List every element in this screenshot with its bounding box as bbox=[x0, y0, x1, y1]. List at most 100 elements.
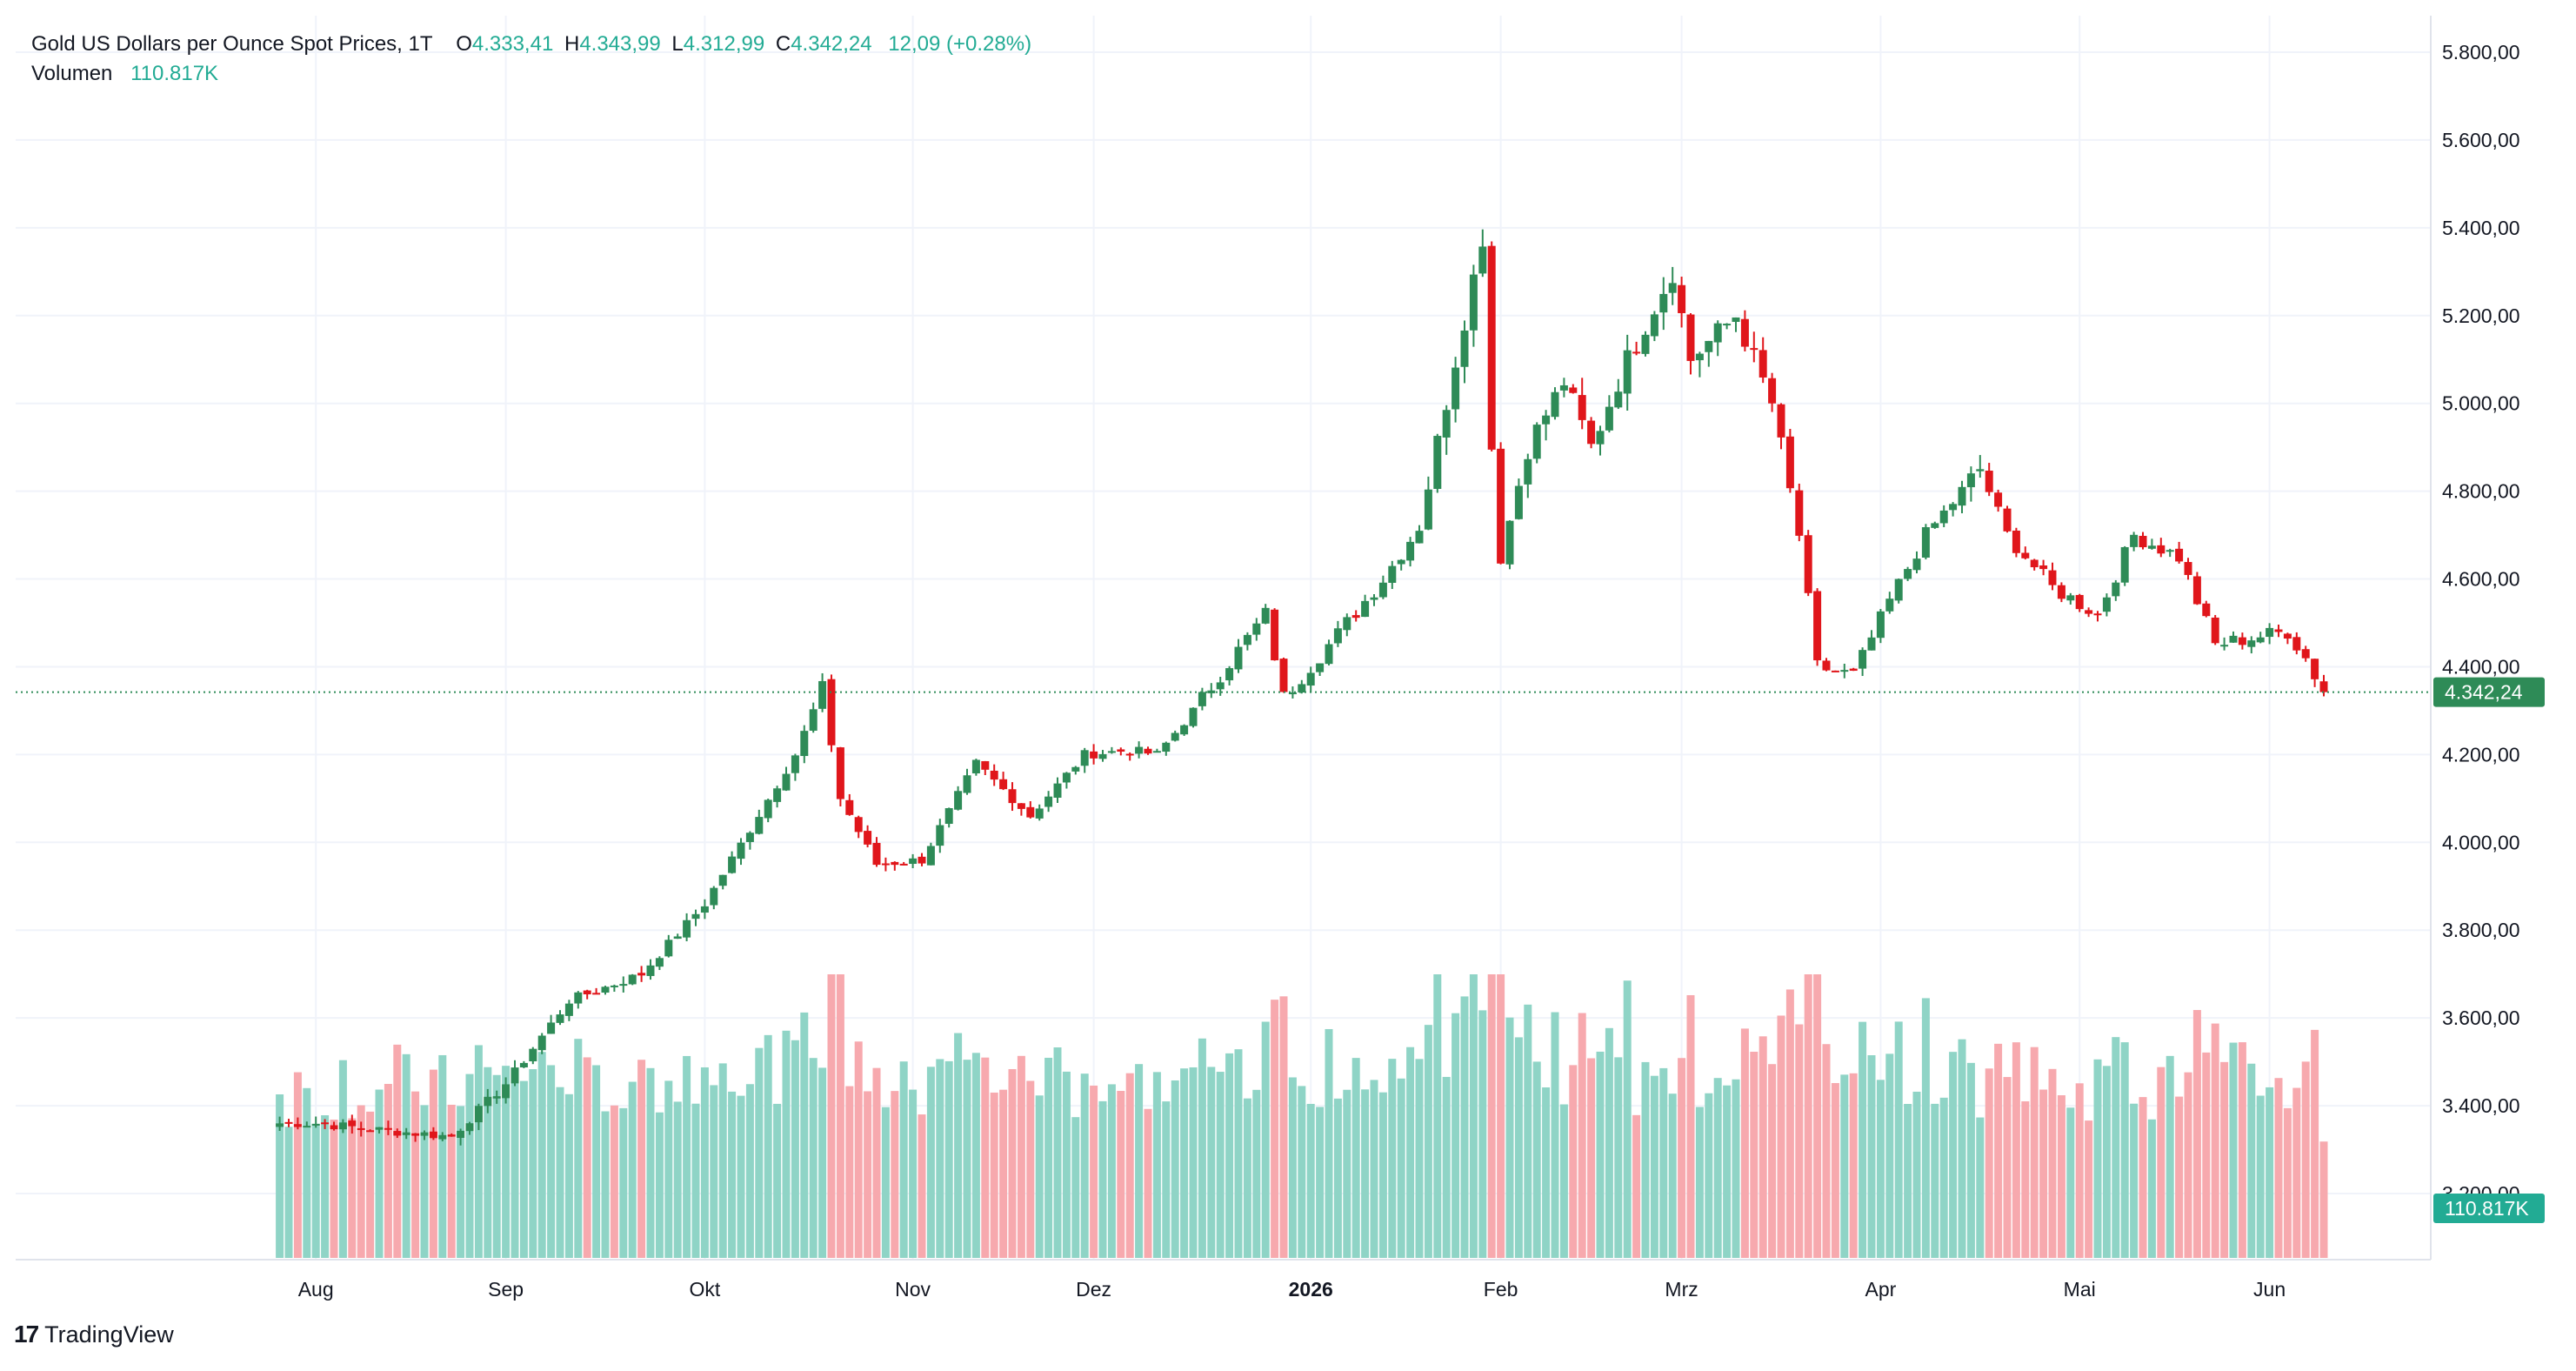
volume-bar bbox=[1279, 996, 1288, 1258]
volume-bar bbox=[1397, 1078, 1405, 1258]
volume-bar bbox=[926, 1067, 935, 1258]
volume-bar bbox=[2066, 1107, 2075, 1258]
volume-bar bbox=[529, 1069, 537, 1258]
tradingview-brand[interactable]: 17 TradingView bbox=[14, 1321, 174, 1348]
volume-bar bbox=[1090, 1085, 1098, 1258]
candle-body bbox=[2012, 530, 2020, 553]
candle-body bbox=[1514, 485, 1523, 519]
y-tick-label: 5.400,00 bbox=[2442, 217, 2520, 239]
candle-body bbox=[1071, 766, 1080, 772]
candle-body bbox=[683, 920, 691, 938]
y-tick-label: 5.000,00 bbox=[2442, 392, 2520, 415]
volume-bar bbox=[1288, 1077, 1297, 1258]
candle-body bbox=[1587, 420, 1596, 445]
candle-body bbox=[1659, 293, 1668, 313]
candle-body bbox=[1650, 314, 1658, 337]
candle-body bbox=[2139, 535, 2147, 548]
candle-body bbox=[1098, 753, 1107, 759]
volume-bar bbox=[1261, 1021, 1270, 1258]
volume-bar bbox=[1452, 1013, 1460, 1258]
candle-body bbox=[1732, 317, 1740, 323]
volume-bar bbox=[2292, 1087, 2301, 1258]
volume-bar bbox=[728, 1091, 737, 1258]
candle-body bbox=[909, 858, 918, 865]
volume-bar bbox=[1587, 1058, 1596, 1258]
volume-bar bbox=[1904, 1103, 1912, 1258]
candle-body bbox=[293, 1124, 302, 1127]
x-tick-label: Nov bbox=[895, 1278, 931, 1301]
candle-body bbox=[637, 973, 646, 976]
candle-body bbox=[1080, 750, 1089, 766]
volume-bar bbox=[511, 1069, 519, 1258]
volume-bar bbox=[1641, 1061, 1650, 1258]
volume-bar bbox=[864, 1091, 872, 1258]
candle-body bbox=[809, 709, 818, 731]
candle-body bbox=[502, 1084, 511, 1099]
x-tick-label: Feb bbox=[1484, 1278, 1518, 1301]
candle-body bbox=[1351, 615, 1360, 619]
candle-body bbox=[646, 965, 655, 976]
candle-body bbox=[745, 833, 754, 842]
volume-bar bbox=[637, 1060, 646, 1258]
volume-bar bbox=[429, 1069, 437, 1258]
volume-bar bbox=[745, 1084, 754, 1258]
volume-bar bbox=[1777, 1015, 1785, 1258]
volume-bar bbox=[474, 1045, 483, 1258]
candle-body bbox=[457, 1130, 465, 1138]
candle-body bbox=[1298, 684, 1306, 693]
volume-bar bbox=[303, 1087, 311, 1258]
candle-body bbox=[1867, 637, 1876, 651]
volume-bar bbox=[2202, 1052, 2211, 1258]
candle-body bbox=[782, 773, 791, 791]
candle-body bbox=[1859, 650, 1867, 669]
volume-bar bbox=[1623, 980, 1632, 1258]
candle-body bbox=[2120, 546, 2129, 583]
volume-bar bbox=[764, 1034, 772, 1258]
volume-bar bbox=[755, 1047, 764, 1258]
x-tick-label: Sep bbox=[488, 1278, 524, 1301]
volume-bar bbox=[1225, 1053, 1234, 1258]
candle-body bbox=[474, 1106, 483, 1123]
volume-bar bbox=[1370, 1080, 1378, 1258]
candle-body bbox=[2175, 548, 2184, 562]
last-volume-tag-label: 110.817K bbox=[2445, 1197, 2529, 1220]
candle-body bbox=[999, 779, 1008, 790]
volume-bar bbox=[1569, 1065, 1578, 1258]
volume-bar bbox=[1080, 1073, 1089, 1258]
volume-bar bbox=[1514, 1037, 1523, 1258]
volume-bar bbox=[791, 1040, 799, 1258]
volume-bar bbox=[628, 1081, 637, 1258]
candle-body bbox=[411, 1133, 420, 1136]
volume-bar bbox=[2102, 1066, 2111, 1258]
chart-legend: Gold US Dollars per Ounce Spot Prices, 1… bbox=[31, 30, 1031, 89]
volume-bar bbox=[2012, 1042, 2020, 1258]
legend-open-label: O bbox=[456, 32, 472, 56]
volume-bar bbox=[276, 1094, 284, 1258]
volume-bar bbox=[2057, 1095, 2065, 1258]
candle-body bbox=[1053, 783, 1062, 798]
candle-body bbox=[710, 887, 718, 906]
volume-bar bbox=[1840, 1074, 1849, 1258]
legend-symbol[interactable]: Gold US Dollars per Ounce Spot Prices, 1… bbox=[31, 32, 433, 56]
candle-body bbox=[375, 1127, 384, 1130]
candle-body bbox=[1397, 559, 1405, 565]
volume-bar bbox=[1559, 1104, 1568, 1258]
volume-bar bbox=[1478, 1010, 1487, 1258]
volume-bar bbox=[357, 1105, 365, 1258]
volume-bar bbox=[2175, 1096, 2184, 1258]
volume-bar bbox=[366, 1111, 375, 1258]
candle-body bbox=[1460, 330, 1469, 367]
volume-bar bbox=[1686, 994, 1695, 1258]
legend-volume-label[interactable]: Volumen bbox=[31, 62, 113, 85]
y-tick-label: 4.400,00 bbox=[2442, 655, 2520, 678]
candle-body bbox=[519, 1062, 528, 1067]
volume-bar bbox=[2120, 1042, 2129, 1258]
volume-bar bbox=[1162, 1101, 1171, 1258]
candle-body bbox=[1370, 597, 1378, 600]
candle-body bbox=[311, 1123, 320, 1126]
volume-bar bbox=[1469, 974, 1478, 1258]
volume-bar bbox=[2319, 1141, 2328, 1258]
candle-body bbox=[1325, 644, 1333, 665]
volume-bar bbox=[1107, 1084, 1116, 1258]
